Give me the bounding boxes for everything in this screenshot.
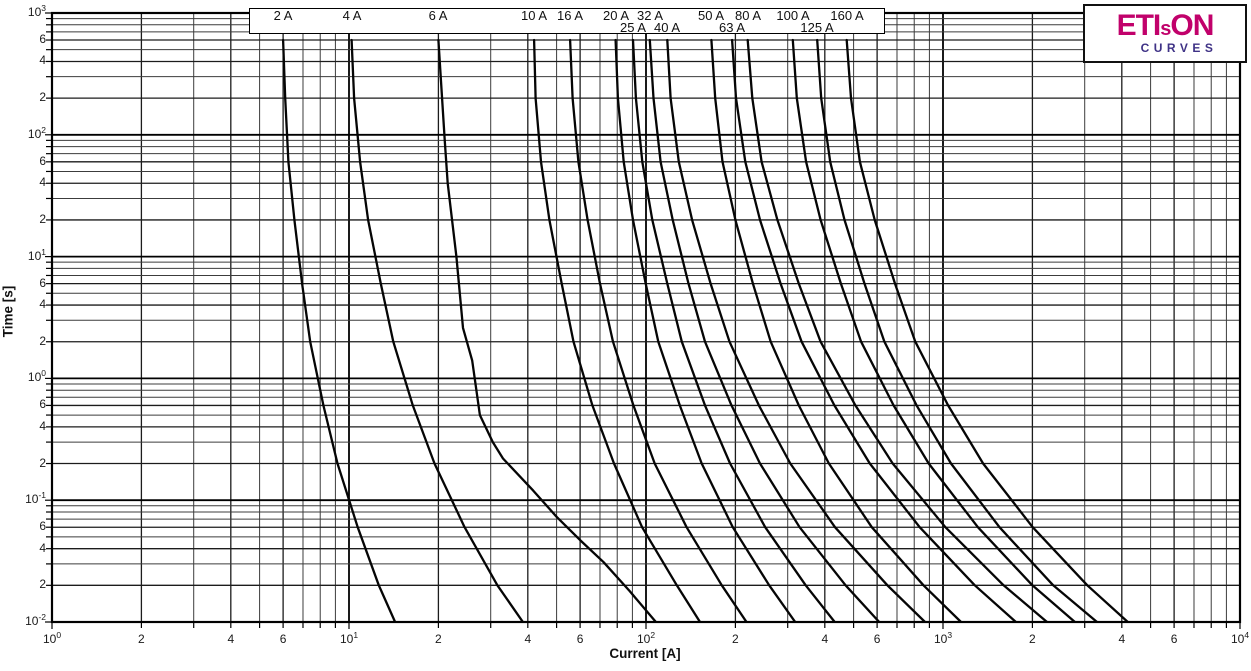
rating-label-2-a: 2 A bbox=[273, 8, 293, 23]
rating-label-10-a: 10 A bbox=[520, 8, 548, 23]
x-tick-label: 103 bbox=[933, 630, 953, 646]
etison-logo: ETI s ON CURVES bbox=[1083, 4, 1247, 63]
x-tick-label-minor: 4 bbox=[524, 632, 532, 646]
y-tick-label: 103 bbox=[27, 3, 46, 19]
rating-label-125-a: 125 A bbox=[800, 19, 834, 35]
rating-label-20-a: 20 A bbox=[602, 8, 630, 23]
y-tick-label-minor: 6 bbox=[39, 32, 46, 47]
x-axis-title: Current [A] bbox=[609, 646, 681, 661]
y-tick-label: 100 bbox=[27, 368, 46, 385]
y-tick-label: 10-2 bbox=[25, 612, 46, 628]
rating-label-4-a: 4 A bbox=[342, 8, 362, 23]
x-tick-label-minor: 6 bbox=[1170, 632, 1178, 646]
curve-lines bbox=[281, 38, 1129, 622]
rating-label-16-a: 16 A bbox=[556, 8, 584, 23]
y-tick-label-minor: 6 bbox=[39, 397, 46, 412]
x-tick-label: 102 bbox=[636, 630, 656, 646]
y-tick-label-minor: 2 bbox=[39, 577, 46, 592]
rating-label-40-a: 40 A bbox=[653, 19, 681, 35]
curve-16-a bbox=[568, 38, 748, 622]
curve-100-a bbox=[791, 38, 1077, 622]
x-tick-label-minor: 2 bbox=[435, 632, 442, 646]
y-tick-label-minor: 4 bbox=[39, 540, 46, 555]
y-tick-label-minor: 4 bbox=[39, 175, 46, 190]
y-tick-label: 101 bbox=[27, 246, 46, 263]
etison-logo-brand: ETI s ON bbox=[1116, 8, 1215, 42]
grid-lines bbox=[51, 12, 1241, 623]
curve-20-a bbox=[614, 38, 797, 622]
x-tick-label-minor: 2 bbox=[138, 632, 145, 646]
x-tick-label-minor: 4 bbox=[1118, 632, 1126, 646]
y-tick-label: 10-1 bbox=[25, 490, 46, 507]
x-tick-label-minor: 2 bbox=[1029, 632, 1036, 646]
curve-4-a bbox=[350, 38, 525, 622]
rating-label-100-a: 100 A bbox=[776, 8, 810, 23]
x-tick-label-minor: 6 bbox=[576, 632, 584, 646]
curve-63-a bbox=[730, 38, 1018, 622]
curve-6-a bbox=[437, 38, 658, 622]
y-tick-label: 102 bbox=[27, 124, 46, 141]
curve-32-a bbox=[648, 38, 881, 622]
x-tick-label-minor: 6 bbox=[279, 632, 287, 646]
y-tick-label-minor: 4 bbox=[39, 53, 46, 68]
curve-125-a bbox=[816, 38, 1099, 622]
logo-subtitle: CURVES bbox=[1140, 40, 1218, 55]
logo-text-s: s bbox=[1160, 17, 1171, 40]
x-tick-label-minor: 6 bbox=[873, 632, 881, 646]
curve-10-a bbox=[532, 38, 702, 622]
logo-text-eti: ETI bbox=[1116, 8, 1162, 42]
rating-label-6-a: 6 A bbox=[428, 8, 448, 23]
x-tick-label-minor: 4 bbox=[227, 632, 235, 646]
x-tick-label: 101 bbox=[339, 630, 359, 646]
rating-label-25-a: 25 A bbox=[619, 19, 647, 35]
rating-label-box bbox=[249, 8, 885, 34]
y-tick-label-minor: 6 bbox=[39, 275, 46, 290]
curve-50-a bbox=[710, 38, 963, 622]
curve-80-a bbox=[746, 38, 1049, 622]
curve-40-a bbox=[666, 38, 927, 622]
x-tick-label: 104 bbox=[1230, 630, 1250, 646]
y-tick-label-minor: 4 bbox=[39, 418, 46, 433]
axis-ticks bbox=[45, 12, 1241, 629]
curve-25-a bbox=[631, 38, 836, 622]
rating-label-32-a: 32 A bbox=[636, 8, 664, 23]
y-axis-title: Time [s] bbox=[0, 285, 16, 338]
y-tick-label-minor: 2 bbox=[39, 333, 46, 348]
rating-label-160-a: 160 A bbox=[830, 8, 864, 23]
rating-label-80-a: 80 A bbox=[734, 8, 762, 23]
y-tick-label-minor: 2 bbox=[39, 211, 46, 226]
rating-label-63-a: 63 A bbox=[718, 19, 746, 35]
x-tick-label-minor: 2 bbox=[732, 632, 739, 646]
logo-text-on: ON bbox=[1170, 8, 1214, 42]
y-tick-label-minor: 2 bbox=[39, 90, 46, 105]
curve-160-a bbox=[845, 38, 1129, 622]
y-tick-label-minor: 2 bbox=[39, 455, 46, 470]
rating-label-50-a: 50 A bbox=[697, 8, 725, 23]
curve-2-a bbox=[281, 38, 397, 622]
y-tick-label-minor: 4 bbox=[39, 297, 46, 312]
y-tick-label-minor: 6 bbox=[39, 519, 46, 534]
y-tick-label-minor: 6 bbox=[39, 153, 46, 168]
x-tick-label-minor: 4 bbox=[821, 632, 829, 646]
x-tick-label: 100 bbox=[42, 630, 62, 646]
